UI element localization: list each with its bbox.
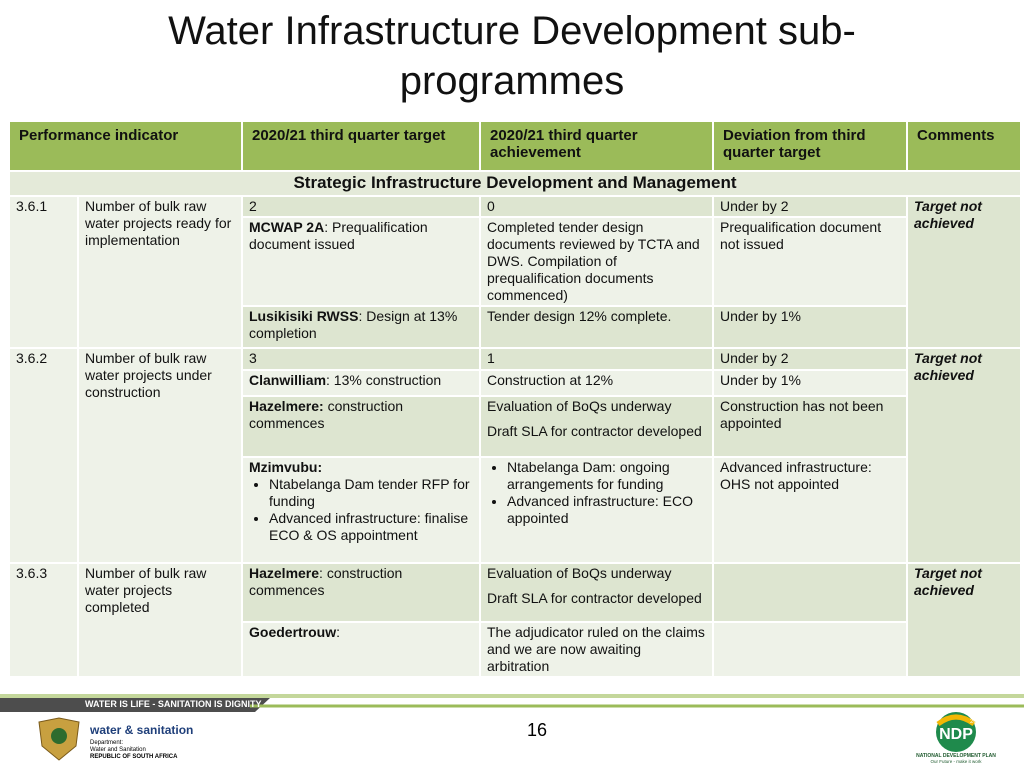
header-cell: Deviation from third quarter target <box>712 120 908 172</box>
code-cell: 3.6.3 <box>8 562 79 678</box>
header-cell: Comments <box>906 120 1022 172</box>
ndp-logo: NDP 2030 NATIONAL DEVELOPMENT PLAN Our F… <box>916 712 996 764</box>
section-row: Strategic Infrastructure Development and… <box>8 170 1022 197</box>
bold-text: Clanwilliam <box>249 372 327 388</box>
dept-line: Department: <box>90 740 123 746</box>
section-cell: Strategic Infrastructure Development and… <box>8 170 1022 197</box>
dept-line: Water and Sanitation <box>90 747 146 753</box>
data-row: 3.6.3 Number of bulk raw water projects c… <box>8 562 1022 678</box>
achievement-cell: Completed tender design documents review… <box>479 216 714 307</box>
achievement-cell: Tender design 12% complete. <box>479 305 714 349</box>
data-row: Hazelmere: construction commences Evaluat… <box>9 395 1021 458</box>
indicator-cell: Number of bulk raw water projects comple… <box>77 562 243 678</box>
cell-text: : construction commences <box>249 565 403 598</box>
indicator-cell: Number of bulk raw water projects ready … <box>77 195 243 349</box>
code-cell: 3.6.1 <box>8 195 79 349</box>
dept-line: REPUBLIC OF SOUTH AFRICA <box>90 754 178 760</box>
target-cell: MCWAP 2A: Prequalification document issu… <box>241 216 481 307</box>
code-cell: 3.6.2 <box>8 347 79 564</box>
deviation-cell <box>712 621 908 678</box>
bullet: Advanced infrastructure: ECO appointed <box>507 493 706 527</box>
target-cell: Hazelmere: construction commences <box>241 395 481 458</box>
target-cell: Lusikisiki RWSS: Design at 13% completio… <box>241 305 481 349</box>
comment-cell: Target not achieved <box>906 347 1022 564</box>
ndp-arc <box>936 714 976 727</box>
deviation-cell: Advanced infrastructure: OHS not appoint… <box>712 456 908 564</box>
header-row: Performance indicator 2020/21 third quart… <box>8 120 1022 172</box>
achievement-cell: Evaluation of BoQs underway Draft SLA for… <box>479 395 714 458</box>
indicator-cell: Number of bulk raw water projects under … <box>77 347 243 564</box>
achievement-cell: Ntabelanga Dam: ongoing arrangements for… <box>479 456 714 564</box>
bullet: Advanced infrastructure: finalise ECO & … <box>269 510 473 544</box>
achievement-cell: Evaluation of BoQs underway Draft SLA for… <box>479 562 714 623</box>
slide-title: Water Infrastructure Development sub-pro… <box>168 9 856 103</box>
data-row: MCWAP 2A: Prequalification document issu… <box>9 216 1021 307</box>
header-cell: Performance indicator <box>8 120 243 172</box>
cell-text: : Design at 13% completion <box>249 308 458 341</box>
target-cell: 3 <box>241 347 481 371</box>
cell-text: : 13% construction <box>326 372 442 388</box>
bold-text: Hazelmere: <box>249 398 324 414</box>
cell-text: : <box>336 624 341 640</box>
paragraph: Evaluation of BoQs underway <box>487 565 672 581</box>
deviation-cell: Under by 2 <box>712 347 908 371</box>
bullet-list: Ntabelanga Dam: ongoing arrangements for… <box>487 459 706 527</box>
achievement-cell: 0 <box>479 195 714 218</box>
footer-banner: WATER IS LIFE - SANITATION IS DIGNITY <box>0 694 1024 712</box>
ndp-name: NATIONAL DEVELOPMENT PLAN <box>916 753 996 759</box>
data-row: Lusikisiki RWSS: Design at 13% completio… <box>9 305 1021 349</box>
deviation-cell <box>712 562 908 623</box>
target-cell: Goedertrouw: <box>241 621 481 678</box>
target-cell: Clanwilliam: 13% construction <box>241 369 481 397</box>
ndp-tagline: Our Future - make it work <box>930 759 982 764</box>
page-number: 16 <box>526 720 548 740</box>
target-cell: 2 <box>241 195 481 218</box>
comment-cell: Target not achieved <box>906 562 1022 678</box>
bold-text: MCWAP 2A <box>249 219 325 235</box>
target-cell: Hazelmere: construction commences <box>241 562 481 623</box>
bold-text: Goedertrouw <box>249 624 337 640</box>
achievement-cell: Construction at 12% <box>479 369 714 397</box>
bullet: Ntabelanga Dam tender RFP for funding <box>269 476 473 510</box>
banner-bar <box>0 698 270 712</box>
paragraph: Draft SLA for contractor developed <box>487 423 702 439</box>
paragraph: Draft SLA for contractor developed <box>487 590 702 606</box>
deviation-cell: Under by 2 <box>712 195 908 218</box>
banner-stripe <box>0 694 1024 698</box>
dept-logo: water & sanitation Department: Water and… <box>38 717 193 761</box>
deviation-cell: Construction has not been appointed <box>712 395 908 458</box>
cell-text: construction commences <box>249 398 404 431</box>
paragraph: Evaluation of BoQs underway <box>487 398 672 414</box>
bold-text: Lusikisiki RWSS <box>249 308 359 324</box>
header-cell: 2020/21 third quarter target <box>241 120 481 172</box>
data-row: Clanwilliam: 13% construction Constructio… <box>9 369 1021 397</box>
bold-text: Mzimvubu: <box>249 459 323 475</box>
ndp-year: 2030 <box>970 719 984 725</box>
deviation-cell: Under by 1% <box>712 305 908 349</box>
deviation-cell: Prequalification document not issued <box>712 216 908 307</box>
achievement-cell: The adjudicator ruled on the claims and … <box>479 621 714 678</box>
ndp-mark: NDP <box>939 726 973 743</box>
cell-text: : Prequalification document issued <box>249 219 428 252</box>
comment-cell: Target not achieved <box>906 195 1022 349</box>
coat-of-arms-center <box>51 728 67 744</box>
header-cell: 2020/21 third quarter achievement <box>479 120 714 172</box>
data-row: 3.6.2 Number of bulk raw water projects u… <box>8 347 1022 564</box>
deviation-cell: Under by 1% <box>712 369 908 397</box>
target-cell: Mzimvubu:Ntabelanga Dam tender RFP for f… <box>241 456 481 564</box>
banner-text: WATER IS LIFE - SANITATION IS DIGNITY <box>85 699 262 709</box>
ndp-circle <box>936 712 976 752</box>
bold-text: Hazelmere <box>249 565 320 581</box>
data-row: Mzimvubu:Ntabelanga Dam tender RFP for f… <box>9 456 1021 564</box>
indicator-table: Performance indicator 2020/21 third quart… <box>8 120 1022 678</box>
bullet-list: Ntabelanga Dam tender RFP for fundingAdv… <box>249 476 473 544</box>
achievement-cell: 1 <box>479 347 714 371</box>
data-row: 3.6.1 Number of bulk raw water projects r… <box>8 195 1022 349</box>
data-row: Goedertrouw: The adjudicator ruled on the… <box>9 621 1021 678</box>
dept-name: water & sanitation <box>89 723 193 737</box>
bullet: Ntabelanga Dam: ongoing arrangements for… <box>507 459 706 493</box>
